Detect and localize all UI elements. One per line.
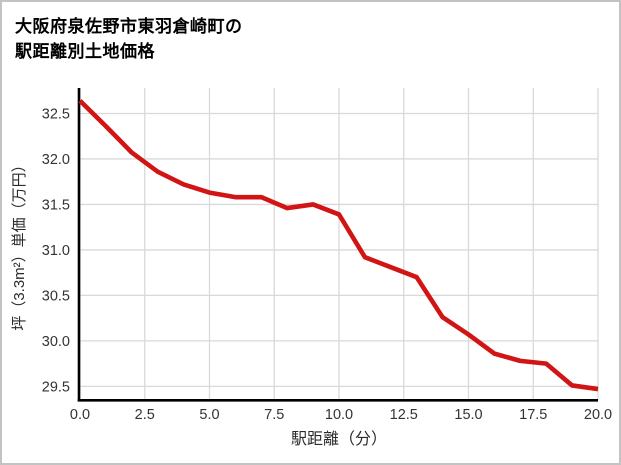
chart-title-line2: 駅距離別土地価格 <box>15 42 155 61</box>
x-tick-label: 12.5 <box>390 407 418 423</box>
x-tick-label: 5.0 <box>199 407 219 423</box>
y-tick-label: 32.5 <box>42 106 70 122</box>
y-tick-label: 30.0 <box>42 334 70 350</box>
y-tick-label: 31.5 <box>42 197 70 213</box>
price-line <box>78 99 599 392</box>
chart-title-line1: 大阪府泉佐野市東羽倉崎町の <box>15 17 243 36</box>
x-tick-label: 15.0 <box>454 407 482 423</box>
x-tick-label: 17.5 <box>519 407 547 423</box>
x-tick-label: 2.5 <box>135 407 155 423</box>
x-tick-label: 7.5 <box>264 407 284 423</box>
chart-title: 大阪府泉佐野市東羽倉崎町の 駅距離別土地価格 <box>15 14 243 64</box>
x-axis-label: 駅距離（分） <box>291 430 387 448</box>
x-tick-label: 10.0 <box>325 407 353 423</box>
y-axis-label: 坪（3.3m²）単価（万円） <box>11 157 28 330</box>
y-tick-label: 30.5 <box>42 288 70 304</box>
x-tick-label: 20.0 <box>584 407 612 423</box>
y-tick-label: 29.5 <box>42 379 70 395</box>
y-tick-label: 32.0 <box>42 152 70 168</box>
y-tick-label: 31.0 <box>42 243 70 259</box>
x-tick-label: 0.0 <box>70 407 90 423</box>
